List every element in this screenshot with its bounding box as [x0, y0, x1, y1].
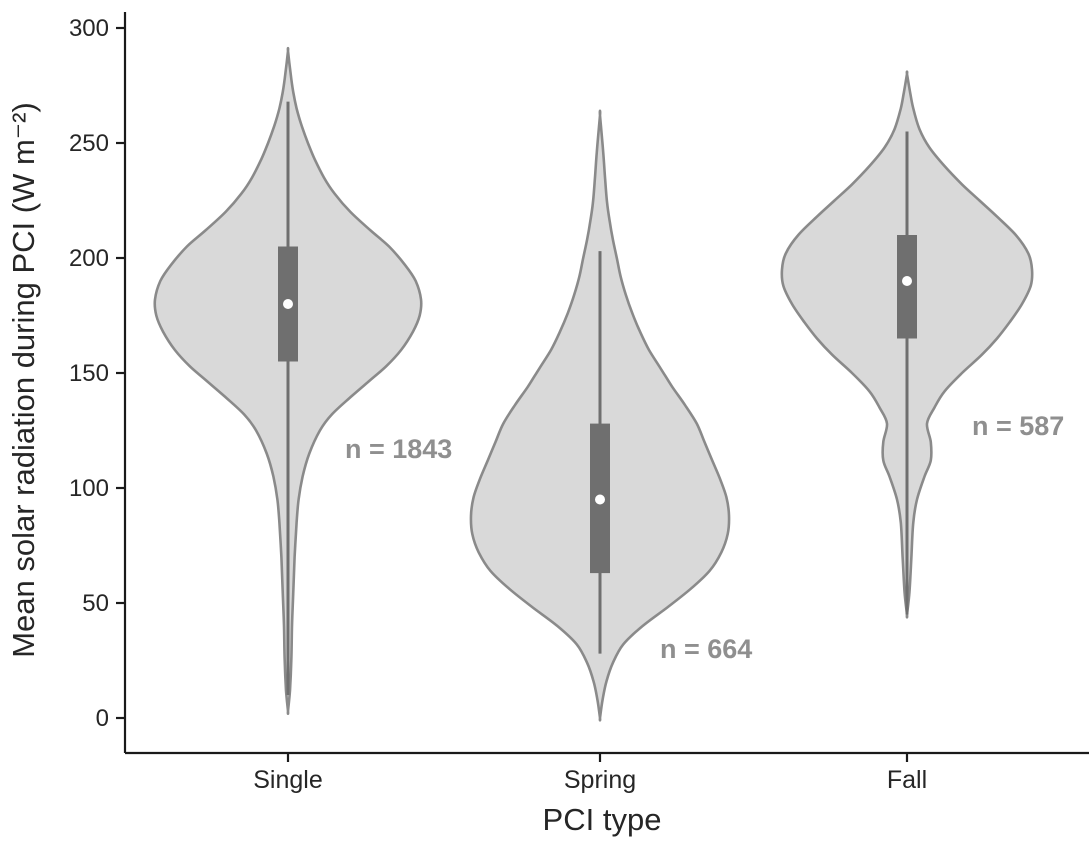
y-tick-label: 50: [82, 590, 109, 617]
iqr-box-fall: [897, 235, 917, 339]
x-axis-title: PCI type: [543, 802, 662, 837]
y-axis-title: Mean solar radiation during PCI (W m⁻²): [6, 102, 41, 658]
y-tick-label: 100: [69, 475, 109, 502]
annotation-n=587: n = 587: [972, 411, 1064, 441]
y-tick-label: 0: [96, 705, 109, 732]
median-dot-fall: [902, 276, 912, 286]
category-label-single: Single: [253, 766, 323, 794]
y-tick-label: 150: [69, 360, 109, 387]
annotation-n=1843: n = 1843: [345, 434, 452, 464]
median-dot-spring: [595, 494, 605, 505]
category-label-spring: Spring: [564, 766, 636, 794]
median-dot-single: [283, 299, 293, 309]
annotation-n=664: n = 664: [660, 634, 752, 664]
y-tick-label: 250: [69, 130, 109, 157]
category-label-fall: Fall: [887, 766, 927, 794]
y-tick-label: 300: [69, 15, 109, 42]
y-tick-label: 200: [69, 245, 109, 272]
